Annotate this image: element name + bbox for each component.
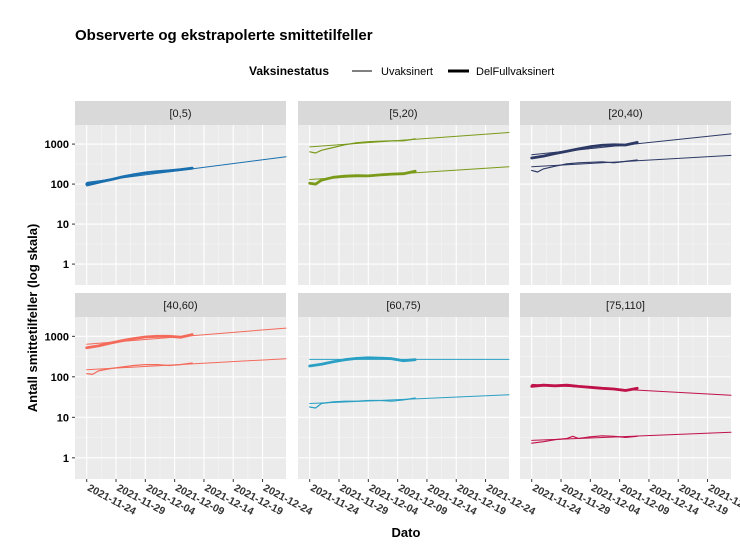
x-axis-title: Dato (392, 525, 421, 540)
facet-panels: [0,5) 1 10 100 1000 [5,20) [20,40) [40,60) 1 10 10… (45, 101, 740, 518)
legend-title: Vaksinestatus (249, 64, 329, 78)
y-tick-label: 1000 (45, 139, 69, 151)
legend-label-delfullvaksinert: DelFullvaksinert (476, 66, 554, 78)
minor-gridlines (75, 317, 286, 479)
minor-gridlines (520, 125, 731, 285)
major-gridlines (298, 125, 509, 285)
y-tick-label: 1 (63, 259, 69, 271)
major-gridlines (75, 125, 286, 285)
panel-background (298, 125, 509, 285)
minor-gridlines (75, 125, 286, 285)
facet-panel: [5,20) (298, 101, 510, 285)
facet-strip-label: [20,40) (608, 108, 642, 120)
series-line-uvaksinert-extrapolated (531, 431, 732, 441)
facet-strip-label: [40,60) (163, 300, 197, 312)
y-tick-label: 100 (51, 179, 69, 191)
series-line-uvaksinert-extrapolated (309, 132, 510, 148)
y-tick-label: 10 (57, 412, 69, 424)
series-line-uvaksinert-extrapolated (531, 154, 732, 168)
panel-background (520, 317, 731, 479)
y-tick-label: 100 (51, 372, 69, 384)
series-line-delfullvaksinert-observed (530, 140, 639, 160)
panel-background (298, 317, 509, 479)
facet-strip-label: [0,5) (169, 108, 191, 120)
chart-title: Observerte og ekstrapolerte smittetilfel… (75, 27, 373, 44)
facet-strip (520, 101, 731, 125)
minor-gridlines (298, 125, 509, 285)
facet-strip (75, 101, 286, 125)
legend-label-uvaksinert: Uvaksinert (381, 66, 433, 78)
facet-strip (298, 293, 509, 317)
facet-strip-label: [75,110] (606, 300, 645, 312)
facet-strip-label: [60,75) (386, 300, 420, 312)
y-tick-label: 1000 (45, 331, 69, 343)
series-line-delfullvaksinert-extrapolated (531, 133, 732, 156)
facet-strip (298, 101, 509, 125)
panel-background (75, 317, 286, 479)
facet-panel: [60,75)2021-11-242021-11-292021-12-04202… (298, 293, 537, 518)
series-line-delfullvaksinert-extrapolated (309, 166, 510, 180)
series-line-delfullvaksinert-observed (85, 166, 194, 186)
facet-panel: [0,5) 1 10 100 1000 (45, 101, 287, 285)
facet-strip (520, 293, 731, 317)
major-gridlines (520, 125, 731, 285)
y-tick-label: 10 (57, 219, 69, 231)
major-gridlines (520, 317, 731, 479)
facet-strip-label: [5,20) (389, 108, 417, 120)
panel-background (75, 125, 286, 285)
series-line-delfullvaksinert-extrapolated (531, 383, 732, 396)
facet-strip (75, 293, 286, 317)
series-line-delfullvaksinert-extrapolated (86, 327, 287, 345)
major-gridlines (75, 317, 286, 479)
facet-panel: [20,40) (520, 101, 732, 285)
y-axis-title: Antall smittetilfeller (log skala) (25, 224, 40, 413)
y-tick-label: 1 (63, 453, 69, 465)
panel-background (520, 125, 731, 285)
minor-gridlines (520, 317, 731, 479)
series-line-uvaksinert-extrapolated (309, 394, 510, 404)
legend: Vaksinestatus Uvaksinert DelFullvaksiner… (249, 64, 554, 78)
series-line-uvaksinert-extrapolated (86, 358, 287, 371)
major-gridlines (298, 317, 509, 479)
